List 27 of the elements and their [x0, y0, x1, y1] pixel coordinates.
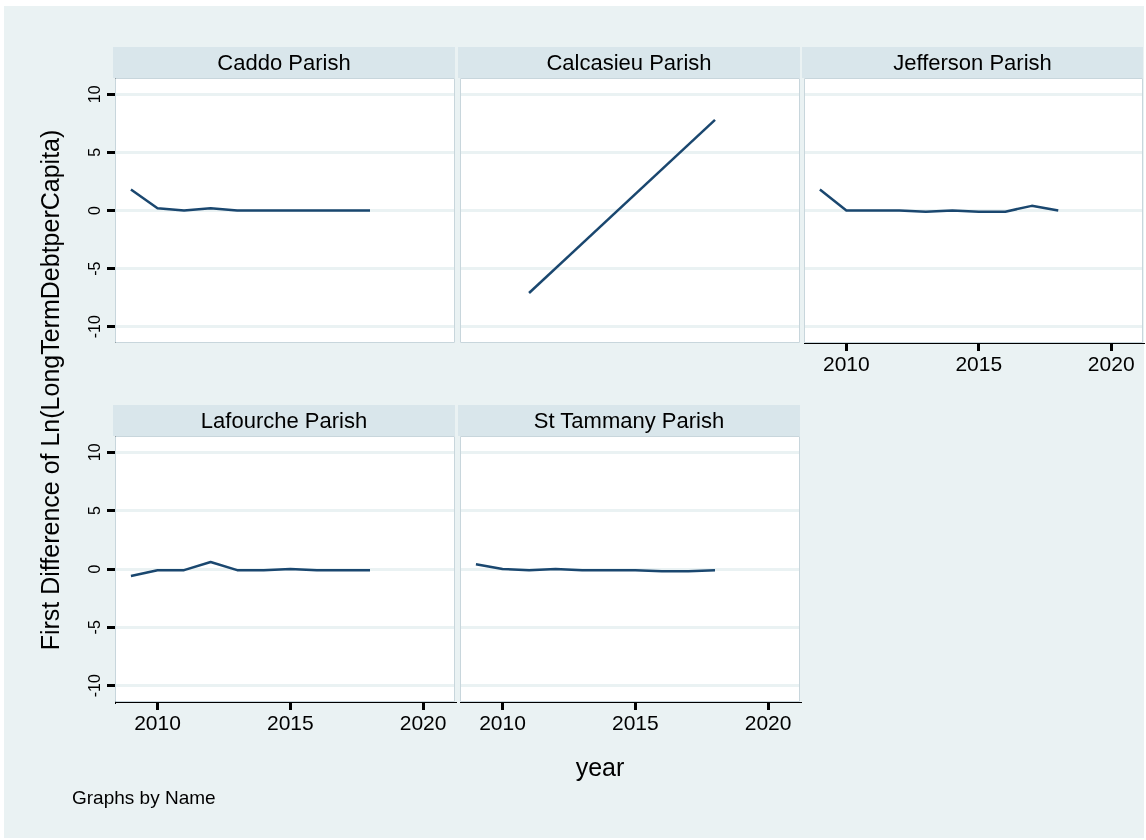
y-tick-label: 5: [86, 147, 104, 157]
y-tick-label: 10: [86, 85, 104, 104]
x-tick-label: 2015: [611, 711, 659, 735]
chart-title: Lafourche Parish: [113, 405, 455, 436]
y-tick-label: -5: [86, 620, 104, 635]
y-tick-label: -10: [86, 315, 104, 339]
chart-title: Jefferson Parish: [802, 47, 1143, 78]
y-tick-label: -10: [86, 674, 104, 698]
x-tick-label: 2020: [744, 711, 792, 735]
y-tick-label: 10: [86, 443, 104, 462]
x-tick-label: 2010: [823, 352, 870, 376]
chart-title: Caddo Parish: [113, 47, 455, 78]
x-tick-label: 2010: [134, 711, 181, 735]
y-tick-label: 0: [86, 564, 104, 574]
x-axis-title: year: [575, 752, 625, 782]
y-tick-label: 5: [86, 506, 104, 516]
chart-title: St Tammany Parish: [458, 405, 800, 436]
y-tick-label: 0: [86, 205, 104, 215]
x-tick-label: 2020: [1087, 352, 1135, 376]
x-tick-label: 2015: [955, 352, 1003, 376]
chart-title: Calcasieu Parish: [458, 47, 800, 78]
x-tick-label: 2015: [266, 711, 314, 735]
y-tick-label: -5: [86, 261, 104, 276]
x-tick-label: 2020: [399, 711, 447, 735]
text: Graphs by Name: [72, 787, 216, 809]
x-tick-label: 2010: [479, 711, 526, 735]
y-axis-title: First Difference of Ln(LongTermDebtperCapita): [35, 129, 65, 651]
